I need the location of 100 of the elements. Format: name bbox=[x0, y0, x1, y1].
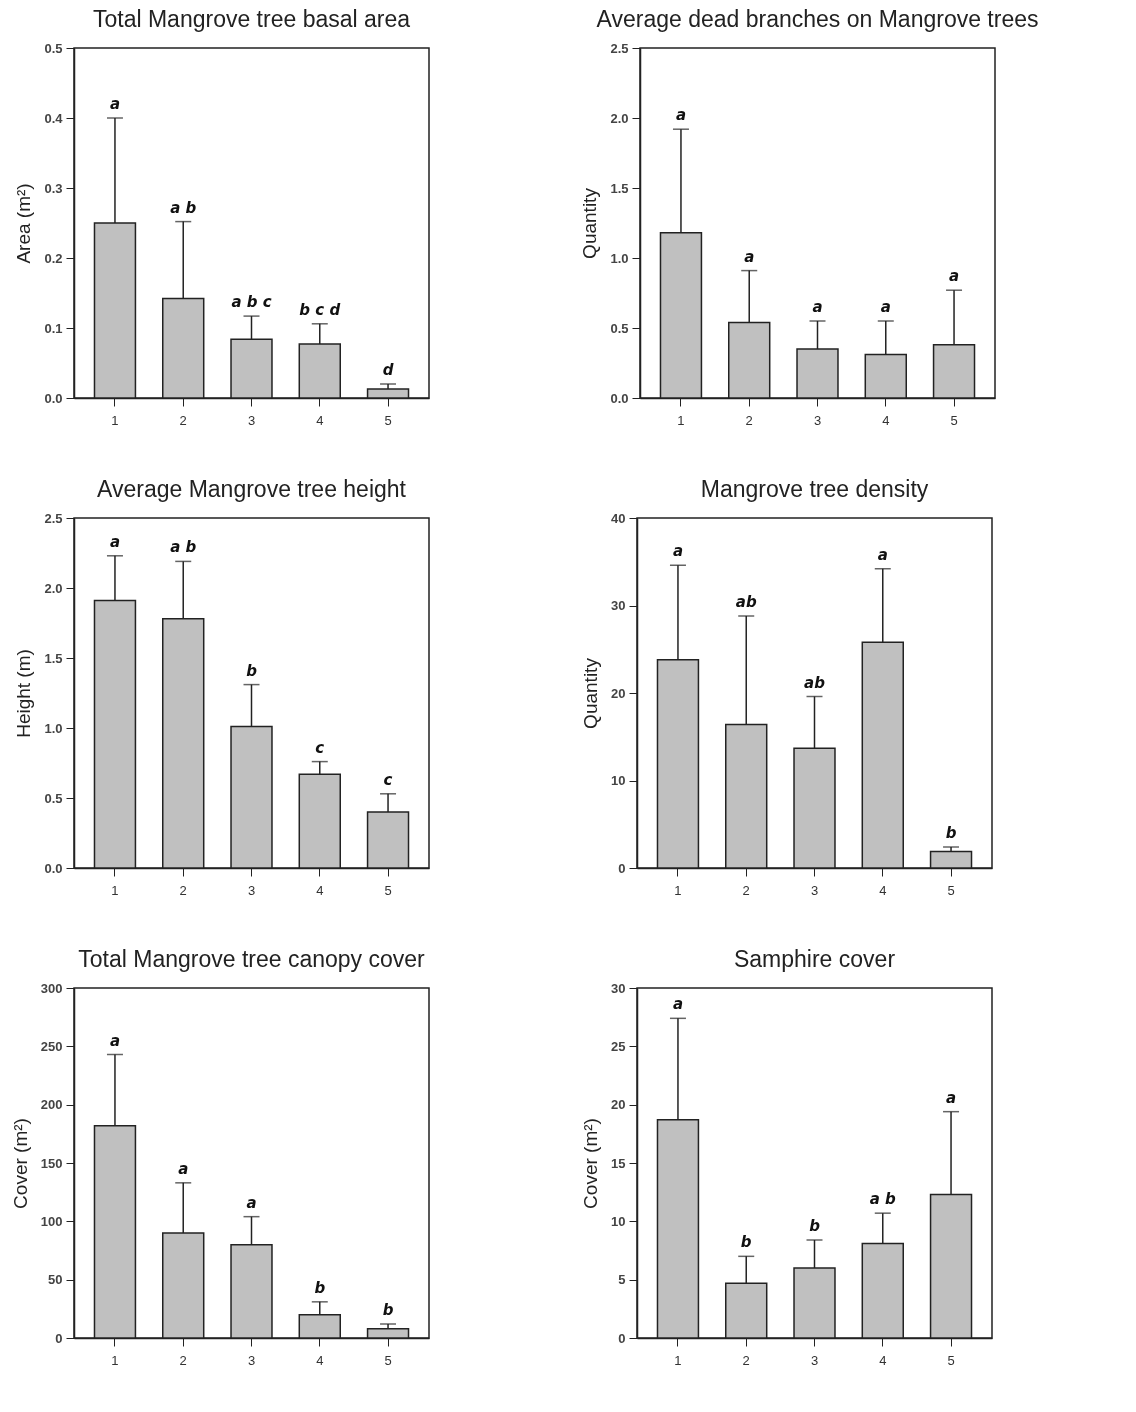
x-tick-label: 1 bbox=[111, 412, 119, 428]
y-tick-label: 0 bbox=[55, 1330, 63, 1346]
annotation: a bbox=[744, 247, 755, 266]
annotation: b bbox=[945, 824, 957, 842]
y-tick-label: 10 bbox=[611, 773, 626, 788]
y-tick-label: 300 bbox=[40, 980, 63, 996]
annotation: d bbox=[382, 361, 394, 379]
annotation: a bbox=[672, 995, 684, 1014]
x-tick-label: 5 bbox=[947, 882, 955, 898]
y-axis-title: Quantity bbox=[579, 187, 601, 259]
y-tick-label: 1.0 bbox=[610, 250, 629, 266]
y-tick-label: 1.5 bbox=[610, 180, 629, 196]
annotation: a bbox=[672, 542, 684, 561]
annotation: a bbox=[109, 532, 121, 551]
x-tick-label: 2 bbox=[745, 412, 753, 428]
y-tick-label: 250 bbox=[40, 1038, 63, 1054]
y-tick-label: 30 bbox=[611, 980, 626, 996]
annotation: a b c bbox=[231, 293, 272, 312]
chart-title: Total Mangrove tree canopy cover bbox=[78, 946, 426, 972]
annotation: c bbox=[315, 738, 325, 757]
y-tick-label: 25 bbox=[611, 1038, 626, 1054]
x-tick-label: 3 bbox=[810, 882, 819, 898]
chart-title: Average Mangrove tree height bbox=[97, 476, 407, 502]
y-tick-label: 2.0 bbox=[44, 580, 63, 596]
y-axis-title: Cover (m²) bbox=[580, 1118, 602, 1209]
x-tick-label: 3 bbox=[247, 412, 256, 428]
annotation: b bbox=[314, 1278, 326, 1297]
annotation: a b bbox=[170, 198, 197, 217]
annotation: a bbox=[109, 1031, 121, 1050]
annotation: b bbox=[809, 1217, 821, 1235]
x-tick-label: 4 bbox=[316, 882, 324, 898]
annotation: a bbox=[178, 1159, 189, 1178]
y-tick-label: 1.0 bbox=[44, 720, 63, 736]
annotation: a bbox=[880, 298, 891, 316]
annotation: b bbox=[740, 1233, 752, 1252]
annotation: a b bbox=[869, 1190, 897, 1209]
chart-title: Mangrove tree density bbox=[700, 476, 929, 502]
x-tick-label: 1 bbox=[111, 1352, 119, 1368]
chart-title: Average dead branches on Mangrove trees bbox=[596, 6, 1039, 32]
y-tick-label: 0.5 bbox=[44, 790, 63, 806]
annotation: b bbox=[382, 1301, 394, 1319]
x-tick-label: 1 bbox=[111, 882, 119, 898]
y-tick-label: 2.5 bbox=[610, 40, 629, 56]
x-tick-label: 5 bbox=[950, 412, 958, 428]
x-tick-label: 3 bbox=[247, 1352, 256, 1368]
chart-title: Samphire cover bbox=[733, 946, 896, 972]
x-tick-label: 2 bbox=[742, 1352, 750, 1368]
chart-title: Total Mangrove tree basal area bbox=[92, 6, 411, 32]
y-tick-label: 1.5 bbox=[44, 650, 63, 666]
annotation: a bbox=[948, 267, 960, 286]
y-tick-label: 0.3 bbox=[44, 180, 63, 196]
annotation: ab bbox=[735, 593, 757, 611]
y-tick-label: 5 bbox=[618, 1272, 626, 1288]
x-tick-label: 3 bbox=[813, 412, 822, 428]
annotation: a bbox=[675, 106, 687, 125]
x-tick-label: 2 bbox=[179, 882, 187, 898]
x-tick-label: 1 bbox=[677, 412, 685, 428]
annotation: a b bbox=[170, 538, 197, 557]
x-tick-label: 4 bbox=[879, 882, 887, 898]
annotation: a bbox=[877, 545, 888, 564]
annotation: c bbox=[383, 770, 393, 789]
y-tick-label: 0.1 bbox=[44, 320, 63, 336]
y-tick-label: 40 bbox=[611, 510, 626, 526]
x-tick-label: 4 bbox=[316, 412, 324, 428]
y-tick-label: 2.5 bbox=[44, 510, 63, 526]
y-tick-label: 20 bbox=[611, 1097, 626, 1113]
x-tick-label: 2 bbox=[179, 1352, 187, 1368]
y-tick-label: 0.0 bbox=[44, 860, 63, 876]
y-tick-label: 15 bbox=[611, 1155, 626, 1171]
x-tick-label: 5 bbox=[384, 1352, 392, 1368]
y-tick-label: 150 bbox=[40, 1155, 63, 1171]
y-tick-label: 2.0 bbox=[610, 110, 629, 126]
x-tick-label: 3 bbox=[810, 1352, 819, 1368]
x-tick-label: 4 bbox=[316, 1352, 324, 1368]
x-tick-label: 2 bbox=[742, 882, 750, 898]
x-tick-label: 5 bbox=[384, 882, 392, 898]
annotation: b bbox=[246, 661, 258, 680]
annotation: a bbox=[945, 1088, 957, 1107]
y-tick-label: 20 bbox=[611, 685, 626, 701]
y-tick-label: 200 bbox=[40, 1097, 63, 1113]
x-tick-label: 4 bbox=[882, 412, 890, 428]
x-tick-label: 1 bbox=[674, 1352, 682, 1368]
x-tick-label: 1 bbox=[674, 882, 682, 898]
y-tick-label: 0.5 bbox=[610, 320, 629, 336]
annotation: a bbox=[812, 298, 823, 316]
annotation: ab bbox=[804, 673, 826, 692]
x-tick-label: 3 bbox=[247, 882, 256, 898]
y-tick-label: 0.0 bbox=[610, 390, 629, 406]
x-tick-label: 4 bbox=[879, 1352, 887, 1368]
y-tick-label: 10 bbox=[611, 1213, 626, 1229]
x-tick-label: 5 bbox=[384, 412, 392, 428]
y-tick-label: 0 bbox=[618, 1330, 626, 1346]
x-tick-label: 5 bbox=[947, 1352, 955, 1368]
y-tick-label: 0.4 bbox=[44, 110, 64, 126]
y-axis-title: Cover (m²) bbox=[9, 1118, 31, 1209]
annotation: b c d bbox=[299, 300, 341, 319]
y-tick-label: 0 bbox=[618, 860, 626, 876]
x-tick-label: 2 bbox=[179, 412, 187, 428]
y-axis-title: Area (m²) bbox=[13, 183, 35, 264]
y-tick-label: 30 bbox=[611, 598, 626, 613]
